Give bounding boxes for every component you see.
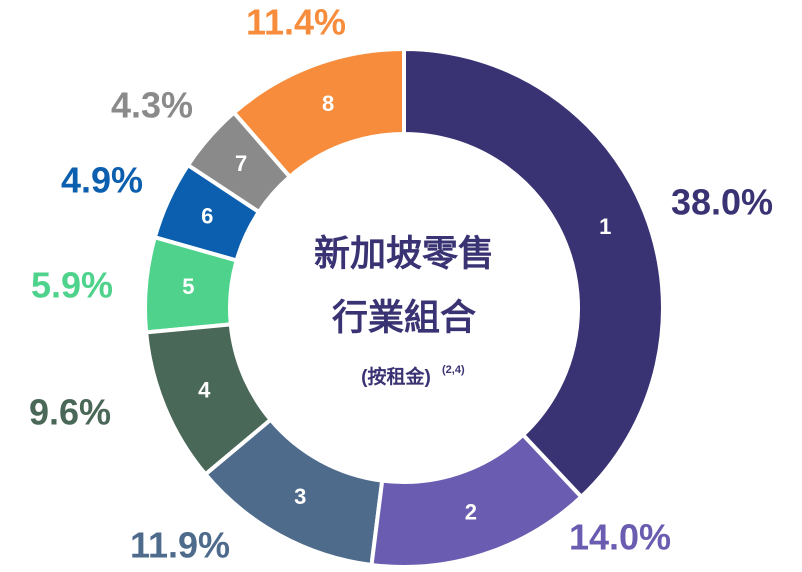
donut-segment [402,46,665,500]
value-label: 5.9% [31,265,113,306]
subtitle-note: (2,4) [442,364,465,376]
value-label: 38.0% [671,182,773,223]
donut-segment [202,416,385,568]
value-label: 11.4% [246,2,346,43]
segment-label: 8 [322,91,334,116]
segment-label: 6 [201,203,213,228]
value-label: 4.3% [111,85,193,126]
donut-segment [152,162,262,263]
segment-label: 4 [198,377,211,402]
chart-title: 行業組合 [332,297,476,338]
segment-label: 7 [235,151,247,176]
segment-label: 2 [465,500,477,525]
segment-label: 3 [294,484,306,509]
value-label: 14.0% [569,517,671,558]
donut-segment [185,109,293,215]
value-label: 9.6% [29,392,111,433]
segment-label: 1 [599,214,611,239]
chart-subtitle: (按租金) [361,365,431,388]
donut-segment [143,234,240,335]
value-label: 11.9% [130,525,230,566]
donut-segment [369,432,585,569]
chart-title: 新加坡零售 [314,233,494,274]
donut-segment [143,322,274,478]
value-label: 4.9% [61,160,143,201]
segment-label: 5 [182,274,194,299]
